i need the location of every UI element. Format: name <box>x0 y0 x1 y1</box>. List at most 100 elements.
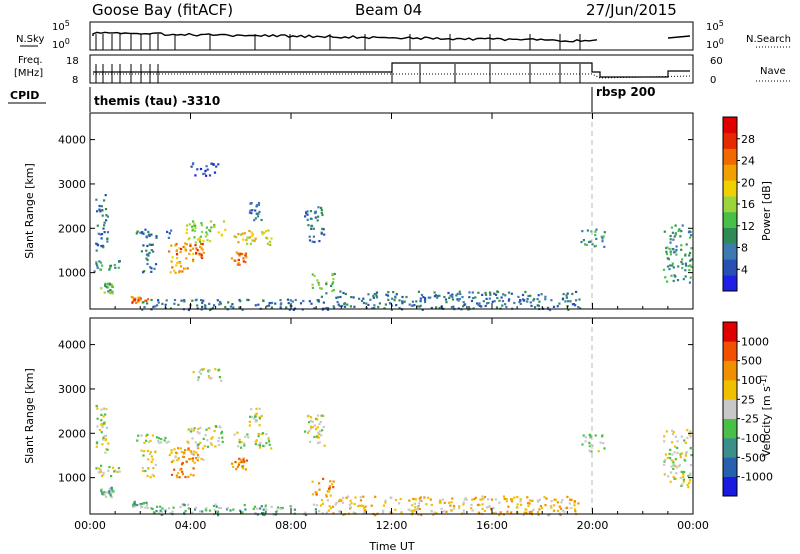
range-cell <box>311 286 314 289</box>
range-cell <box>134 505 137 508</box>
colorbar-swatch <box>723 360 737 381</box>
range-cell <box>332 512 335 515</box>
range-cell <box>435 306 438 309</box>
range-cell <box>220 379 223 382</box>
range-cell <box>207 375 210 378</box>
range-cell <box>96 425 99 428</box>
range-cell <box>240 441 243 444</box>
range-cell <box>209 240 212 243</box>
range-cell <box>373 304 376 307</box>
range-cell <box>689 430 692 433</box>
range-cell <box>197 379 200 382</box>
range-cell <box>603 245 606 248</box>
range-cell <box>267 437 270 440</box>
y-tick-label: 4000 <box>58 339 86 352</box>
range-cell <box>445 510 448 513</box>
nsearch-tick-hi: 105 <box>706 19 724 33</box>
range-cell <box>516 496 519 499</box>
colorbar-swatch <box>723 275 737 292</box>
range-cell <box>166 230 169 233</box>
range-cell <box>384 499 387 502</box>
range-cell <box>585 243 588 246</box>
range-cell <box>179 447 182 450</box>
range-cell <box>236 263 239 266</box>
range-cell <box>182 245 185 248</box>
range-cell <box>498 299 501 302</box>
range-cell <box>140 506 143 509</box>
range-cell <box>170 451 173 454</box>
range-cell <box>485 297 488 300</box>
range-cell <box>483 495 487 499</box>
range-cell <box>342 513 345 516</box>
range-cell <box>682 278 685 281</box>
range-cell <box>353 502 356 506</box>
range-cell <box>133 503 137 506</box>
range-cell <box>184 242 187 245</box>
range-cell <box>234 259 237 262</box>
x-tick-label: 16:00 <box>476 519 508 532</box>
range-cell <box>241 232 244 235</box>
range-cell <box>188 252 191 255</box>
range-cell <box>151 473 154 476</box>
nsky-line <box>92 31 598 43</box>
range-cell <box>538 508 541 511</box>
range-cell <box>235 468 238 471</box>
range-cell <box>217 514 220 517</box>
range-cell <box>174 455 177 458</box>
range-cell <box>327 509 330 512</box>
range-cell <box>443 501 446 504</box>
range-cell <box>96 407 99 410</box>
range-cell <box>254 217 257 220</box>
range-cell <box>552 504 555 507</box>
range-cell <box>680 244 683 247</box>
range-cell <box>318 433 321 436</box>
range-cell <box>458 505 461 508</box>
range-cell <box>210 376 213 380</box>
range-cell <box>152 305 155 308</box>
range-cell <box>281 506 284 510</box>
range-cell <box>312 503 315 506</box>
range-cell <box>565 506 569 509</box>
range-cell <box>690 265 693 269</box>
range-cell <box>197 427 200 430</box>
range-cell <box>601 240 604 243</box>
range-cell <box>101 425 104 428</box>
range-cell <box>148 234 151 238</box>
range-cell <box>326 306 329 310</box>
range-cell <box>462 301 465 304</box>
range-cell <box>433 291 436 294</box>
range-cell <box>689 259 692 262</box>
range-cell <box>481 495 484 498</box>
range-cell <box>248 211 251 214</box>
range-cell <box>666 280 669 283</box>
range-cell <box>169 271 172 274</box>
beam-title: Beam 04 <box>355 1 422 19</box>
range-cell <box>177 447 180 450</box>
range-cell <box>352 511 355 514</box>
range-cell <box>201 510 204 513</box>
range-cell <box>591 444 594 447</box>
range-cell <box>518 301 521 304</box>
range-cell <box>578 298 581 301</box>
range-cell <box>158 441 161 444</box>
range-cell <box>436 296 439 299</box>
range-cell <box>152 467 155 470</box>
range-cell <box>173 269 176 272</box>
range-cell <box>676 440 679 443</box>
range-cell <box>254 443 257 446</box>
range-cell <box>501 300 505 303</box>
range-cell <box>136 230 139 233</box>
range-cell <box>674 224 677 227</box>
range-cell <box>105 408 108 411</box>
range-cell <box>214 445 217 448</box>
range-cell <box>212 225 215 228</box>
range-cell <box>477 303 480 307</box>
range-cell <box>268 302 271 305</box>
range-cell <box>567 300 570 303</box>
range-cell <box>492 512 495 515</box>
range-cell <box>151 458 154 461</box>
range-cell <box>316 426 319 429</box>
range-cell <box>185 231 188 234</box>
range-cell <box>310 227 313 230</box>
